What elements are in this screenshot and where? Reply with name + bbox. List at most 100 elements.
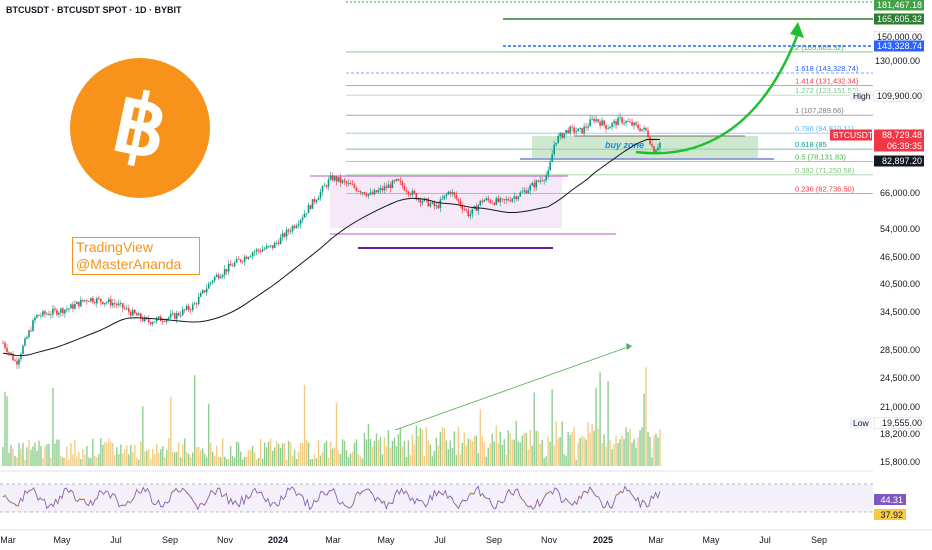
candle-body-295 [591,118,593,120]
volume-bar-239 [479,409,481,466]
volume-bar-0 [2,447,4,466]
volume-bar-249 [499,431,501,466]
volume-bar-172 [345,449,348,466]
watermark: TradingView @MasterAnanda [72,237,200,275]
fib-label-4: 1 (107,289.66) [795,106,844,115]
volume-bar-40 [82,448,84,466]
candle-body-237 [475,206,478,211]
price-badge-tag-5 [830,129,872,141]
volume-bar-37 [76,456,78,466]
volume-bar-325 [651,457,653,466]
candle-body-287 [575,131,577,133]
candle-body-311 [623,122,625,124]
candle-body-73 [147,318,150,323]
candle-body-9 [20,353,22,360]
volume-bar-276 [553,445,555,466]
candle-body-192 [385,186,388,188]
candle-body-103 [207,283,210,289]
volume-bar-282 [565,455,567,466]
rsi-value: 44.31 [880,495,903,505]
candle-body-288 [577,128,579,132]
volume-bar-133 [267,441,270,466]
volume-bar-262 [525,433,527,466]
candle-body-15 [32,320,34,331]
volume-bar-245 [491,433,493,466]
volume-bar-193 [387,429,390,466]
candle-body-111 [223,269,226,275]
x-tick-2: Jul [110,535,122,545]
volume-bar-27 [56,439,58,466]
x-tick-8: Jul [434,535,446,545]
price-badge-1 [874,13,924,25]
candle-body-136 [273,242,276,249]
candle-body-292 [585,126,587,128]
volume-bar-257 [515,420,517,466]
candle-body-277 [555,142,557,145]
volume-bar-212 [425,427,428,466]
volume-bar-117 [235,441,238,466]
symbol-header: BTCUSDT · BTCUSDT SPOT · 1D · BYBIT [6,5,182,15]
volume-bar-164 [329,441,332,466]
candle-body-324 [649,137,651,145]
volume-bar-289 [579,437,581,466]
candle-body-318 [637,124,639,129]
price-tick-6: 28,500.00 [880,345,920,355]
volume-bar-45 [92,438,94,466]
volume-bar-189 [379,436,382,466]
volume-bar-186 [373,440,376,466]
volume-bar-48 [98,453,100,466]
x-tick-1: May [53,535,71,545]
volume-bar-311 [623,439,625,466]
candle-body-56 [114,302,116,304]
volume-bar-254 [509,433,511,466]
volume-bar-241 [483,441,485,466]
volume-bar-125 [251,446,254,466]
volume-bar-322 [645,367,647,466]
volume-bar-116 [233,457,236,466]
candle-body-64 [130,311,132,316]
candle-body-303 [607,128,609,130]
x-tick-0: Mar [0,535,16,545]
candle-body-262 [525,190,528,194]
volume-bar-6 [14,455,16,466]
volume-bar-200 [401,446,404,466]
candle-body-135 [271,245,274,249]
price-badge-value-6: 82,897.20 [882,156,922,166]
fib-label-2: 1.414 (131,432.34) [795,77,859,86]
volume-bar-151 [303,384,306,466]
candle-body-79 [159,316,162,321]
candle-body-190 [381,188,384,191]
candle-body-157 [315,200,318,203]
volume-bar-223 [447,448,450,466]
price-badge-value-1: 165,605.32 [877,14,922,24]
candle-body-36 [74,304,76,309]
candle-body-113 [227,263,230,272]
candle-body-283 [567,130,569,134]
volume-bar-176 [353,442,356,466]
volume-bar-297 [595,388,597,466]
volume-bar-305 [611,448,613,466]
candle-body-178 [357,190,360,192]
volume-bar-250 [501,445,503,466]
x-tick-14: Jul [759,535,771,545]
volume-bar-51 [104,442,106,466]
volume-bar-246 [493,441,495,466]
candle-body-182 [365,194,368,196]
candle-body-248 [497,198,500,202]
volume-bar-120 [241,459,244,466]
volume-bar-18 [38,440,40,466]
candle-body-130 [261,249,264,252]
candle-body-61 [124,308,126,310]
volume-bar-86 [174,452,176,466]
volume-bar-185 [371,446,374,466]
volume-bar-174 [349,453,352,466]
volume-bar-328 [657,437,659,466]
volume-bar-89 [180,457,182,466]
candle-body-171 [343,180,346,182]
candle-body-116 [233,262,236,267]
candle-body-32 [66,309,68,310]
candle-body-181 [363,192,366,195]
volume-bar-15 [32,446,34,466]
volume-bar-41 [84,454,86,466]
